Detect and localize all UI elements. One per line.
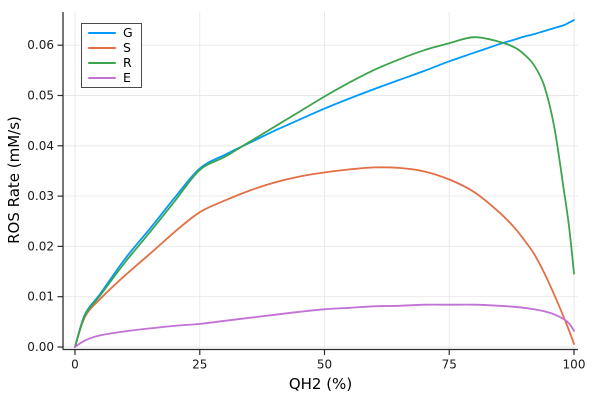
legend-line-icon (88, 76, 116, 80)
legend-label: G (123, 25, 133, 40)
y-tick-label: 0.06 (27, 38, 54, 52)
y-tick-label: 0.02 (27, 239, 54, 253)
y-tick-label: 0.05 (27, 89, 54, 103)
legend-item-G: G (88, 25, 136, 40)
x-tick-label: 0 (71, 358, 79, 372)
legend-label: E (123, 70, 131, 85)
x-tick-label: 25 (192, 358, 207, 372)
legend-label: S (123, 40, 131, 55)
legend-item-S: S (88, 40, 136, 55)
legend-line-icon (88, 31, 116, 35)
legend-item-R: R (88, 55, 136, 70)
y-tick-label: 0.03 (27, 189, 54, 203)
x-tick-label: 50 (317, 358, 332, 372)
series-line-R (74, 36, 575, 348)
y-axis-label: ROS Rate (mM/s) (5, 116, 23, 244)
legend-line-icon (88, 61, 116, 65)
series-line-G (74, 19, 575, 348)
legend-line-icon (88, 46, 116, 50)
y-tick-label: 0.04 (27, 139, 54, 153)
legend-item-E: E (88, 70, 136, 85)
x-tick-label: 100 (563, 358, 586, 372)
series-line-E (74, 303, 575, 348)
x-tick-label: 75 (442, 358, 457, 372)
x-axis-label: QH2 (%) (288, 375, 353, 393)
series-line-S (74, 166, 575, 348)
y-tick-label: 0.01 (27, 290, 54, 304)
legend-label: R (123, 55, 132, 70)
y-tick-label: 0.00 (27, 340, 54, 354)
